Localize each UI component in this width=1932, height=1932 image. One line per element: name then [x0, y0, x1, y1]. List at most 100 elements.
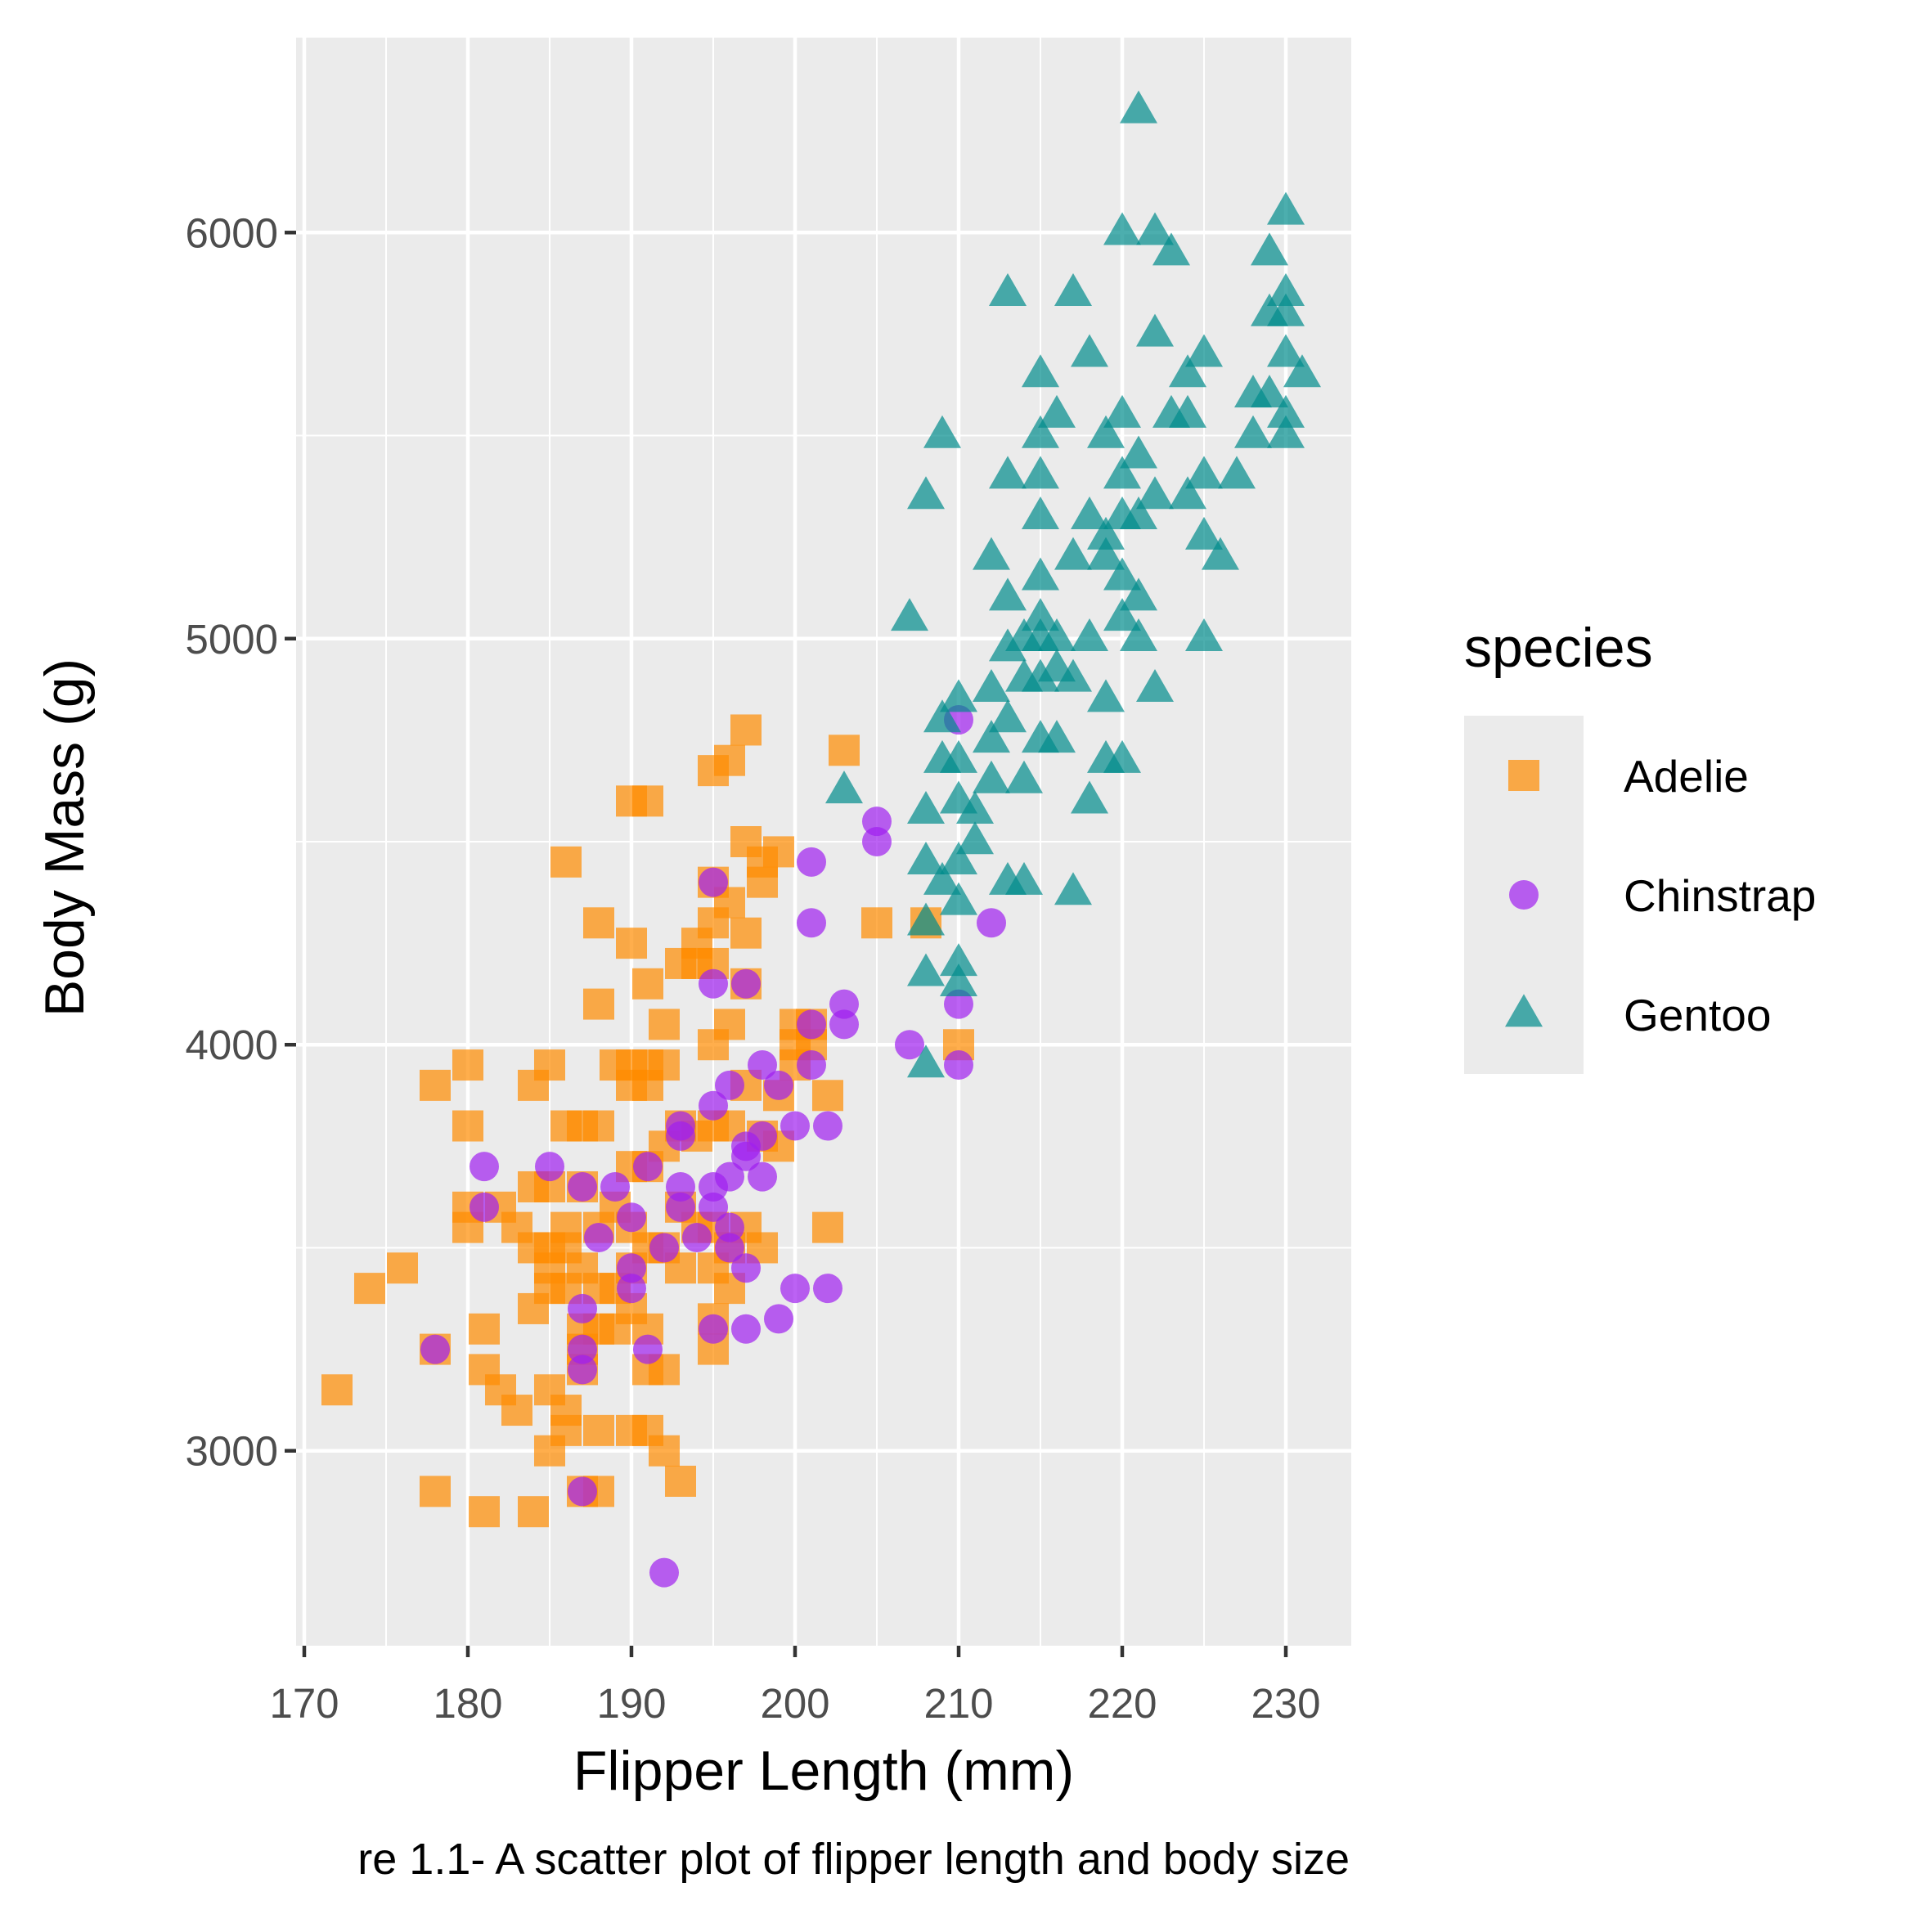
- data-point: [469, 1496, 500, 1528]
- data-point: [923, 699, 961, 733]
- data-point: [1169, 354, 1206, 388]
- data-point: [617, 1253, 646, 1283]
- data-point: [797, 1009, 826, 1040]
- data-point: [1267, 334, 1305, 367]
- data-point: [1054, 537, 1092, 570]
- data-point: [989, 272, 1027, 306]
- data-point: [470, 1192, 499, 1222]
- data-point: [518, 1496, 549, 1528]
- data-point: [1267, 272, 1305, 306]
- data-point: [907, 1045, 945, 1078]
- data-point: [748, 1050, 777, 1081]
- data-point: [944, 989, 973, 1019]
- data-point: [1136, 669, 1174, 703]
- data-point: [1136, 476, 1174, 510]
- data-point: [907, 842, 945, 875]
- data-point: [1283, 354, 1321, 388]
- data-point: [616, 928, 647, 959]
- data-point: [748, 1161, 777, 1192]
- data-point: [1022, 598, 1059, 631]
- data-point: [633, 1152, 663, 1182]
- data-point: [666, 1171, 695, 1202]
- data-point: [1022, 658, 1059, 692]
- x-tick-label: 190: [596, 1680, 666, 1727]
- data-point: [583, 1414, 614, 1446]
- legend-label-chinstrap: Chinstrap: [1624, 870, 1816, 921]
- data-point: [568, 1355, 597, 1385]
- x-tick-label: 230: [1251, 1680, 1320, 1727]
- data-point: [973, 720, 1010, 753]
- data-point: [1169, 394, 1206, 428]
- data-point: [940, 882, 977, 915]
- data-point: [1234, 415, 1272, 448]
- y-tick-label: 4000: [186, 1022, 278, 1068]
- data-point: [535, 1152, 564, 1182]
- x-tick-label: 210: [923, 1680, 993, 1727]
- data-point: [973, 537, 1010, 570]
- data-point: [568, 1293, 597, 1323]
- data-point: [1022, 496, 1059, 530]
- data-point: [989, 628, 1027, 662]
- data-point: [1005, 861, 1043, 895]
- data-point: [748, 1121, 777, 1151]
- data-point: [907, 476, 945, 510]
- legend-title: species: [1464, 617, 1653, 679]
- x-tick-label: 170: [269, 1680, 339, 1727]
- data-point: [862, 827, 892, 856]
- data-point: [1185, 334, 1223, 367]
- data-point: [387, 1252, 418, 1284]
- data-point: [649, 1049, 680, 1081]
- data-point: [649, 1233, 679, 1263]
- data-point: [699, 1192, 728, 1222]
- data-point: [1251, 232, 1288, 266]
- data-point: [861, 907, 892, 939]
- data-point: [633, 1334, 663, 1364]
- legend-key-chinstrap: [1509, 880, 1539, 910]
- x-tick-label: 180: [433, 1680, 502, 1727]
- data-point: [940, 943, 977, 977]
- data-point: [1267, 415, 1305, 448]
- data-point: [797, 847, 826, 877]
- data-point: [989, 456, 1027, 489]
- data-point: [617, 1202, 646, 1233]
- x-axis-title: Flipper Length (mm): [573, 1740, 1074, 1802]
- data-point: [895, 1030, 924, 1060]
- data-point: [1185, 618, 1223, 651]
- data-point: [714, 1009, 745, 1040]
- data-point: [825, 771, 863, 804]
- data-point: [940, 679, 977, 712]
- data-point: [1185, 516, 1223, 550]
- data-point: [1071, 618, 1108, 651]
- data-point: [1152, 232, 1190, 266]
- grid-minor: [296, 38, 1351, 1646]
- data-point: [649, 1435, 680, 1467]
- data-point: [1120, 496, 1157, 530]
- data-point: [940, 963, 977, 996]
- data-point: [891, 598, 928, 631]
- data-point: [731, 1141, 761, 1171]
- data-point: [747, 866, 778, 898]
- data-point: [715, 1070, 744, 1100]
- data-point: [977, 908, 1006, 938]
- data-point: [731, 968, 761, 999]
- data-point: [715, 1233, 744, 1263]
- series-chinstrap: [420, 705, 1006, 1588]
- data-point: [354, 1273, 385, 1305]
- data-point: [1267, 191, 1305, 225]
- data-point: [1103, 598, 1141, 631]
- data-point: [1120, 435, 1157, 469]
- data-point: [1087, 415, 1125, 448]
- legend-key-adelie: [1508, 760, 1539, 791]
- y-tick-label: 6000: [186, 209, 278, 256]
- data-point: [632, 968, 663, 1000]
- data-point: [1136, 313, 1174, 347]
- data-point: [973, 760, 1010, 793]
- y-tick-label: 3000: [186, 1428, 278, 1475]
- legend-key-gentoo: [1505, 994, 1543, 1027]
- y-tick-label: 5000: [186, 616, 278, 663]
- data-point: [1103, 456, 1141, 489]
- data-point: [907, 790, 945, 824]
- data-point: [907, 902, 945, 936]
- data-point: [617, 1274, 646, 1304]
